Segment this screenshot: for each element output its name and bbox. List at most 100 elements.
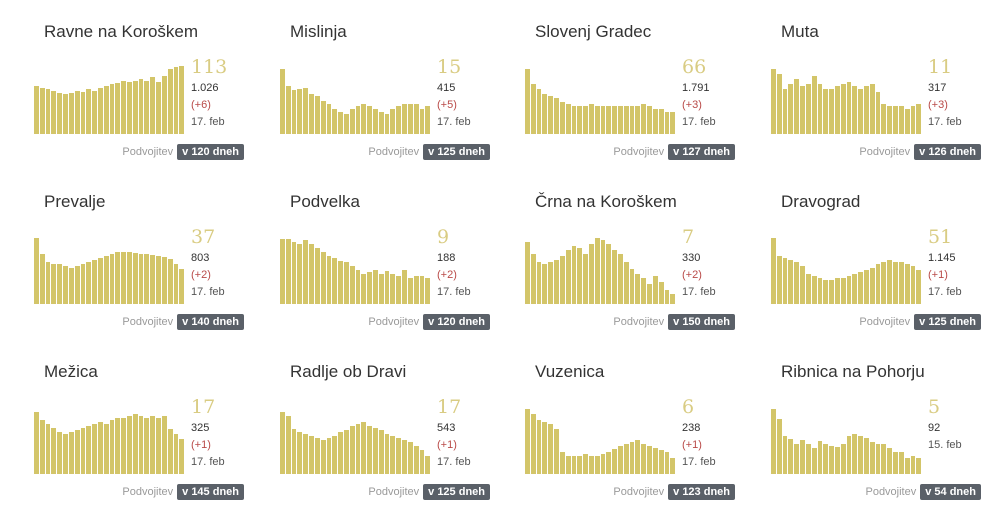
municipality-card[interactable]: Podvelka 9 188 (+2) 17. feb Podvojitev v… [280, 170, 490, 335]
trend-bar [285, 86, 291, 134]
municipality-card[interactable]: Mežica 17 325 (+1) 17. feb Podvojitev v … [34, 340, 244, 505]
municipality-card[interactable]: Dravograd 51 1.145 (+1) 17. feb Podvojit… [771, 170, 981, 335]
trend-bar [635, 106, 641, 134]
trend-bar [588, 456, 594, 474]
stats: 17 543 (+1) 17. feb [437, 398, 497, 468]
doubling-badge: v 125 dneh [423, 484, 490, 500]
trend-bar [898, 106, 904, 134]
trend-bar [530, 84, 536, 134]
trend-bar [829, 89, 834, 134]
trend-bar [407, 442, 413, 474]
update-date: 17. feb [682, 286, 716, 298]
trend-bar [51, 264, 57, 304]
total-cases: 238 [682, 422, 701, 434]
trend-bar [63, 266, 68, 304]
trend-bar [594, 106, 600, 134]
trend-bar [782, 436, 788, 474]
municipality-card[interactable]: Radlje ob Dravi 17 543 (+1) 17. feb Podv… [280, 340, 490, 505]
trend-bar [852, 434, 858, 474]
trend-bar [161, 76, 167, 134]
trend-bar [45, 424, 51, 474]
trend-bar [542, 264, 548, 304]
trend-bar [542, 94, 548, 134]
trend-bar [606, 244, 612, 304]
municipality-title: Podvelka [290, 192, 360, 211]
trend-bar [834, 278, 840, 304]
trend-bar [291, 242, 297, 304]
doubling-badge: v 120 dneh [177, 144, 244, 160]
total-cases: 1.791 [682, 82, 710, 94]
trend-bar [150, 255, 156, 304]
trend-bar [782, 258, 788, 304]
trend-bar [910, 106, 916, 134]
trend-bar [39, 254, 45, 304]
trend-bar [121, 81, 126, 134]
doubling-label: Podvojitev [368, 486, 420, 498]
trend-bar [314, 438, 320, 474]
trend-bar [326, 256, 332, 304]
municipality-card[interactable]: Vuzenica 6 238 (+1) 17. feb Podvojitev v… [525, 340, 735, 505]
trend-bar [893, 106, 898, 134]
trend-bar [664, 112, 670, 134]
trend-bar [309, 94, 314, 134]
trend-bar [74, 266, 80, 304]
update-date: 17. feb [437, 456, 471, 468]
municipality-card[interactable]: Slovenj Gradec 66 1.791 (+3) 17. feb Pod… [525, 0, 735, 165]
municipality-card[interactable]: Črna na Koroškem 7 330 (+2) 17. feb Podv… [525, 170, 735, 335]
municipality-card[interactable]: Ribnica na Pohorju 5 92 15. feb Podvojit… [771, 340, 981, 505]
trend-bars [34, 406, 185, 474]
trend-bar [565, 456, 571, 474]
trend-bar [338, 432, 343, 474]
municipality-card[interactable]: Mislinja 15 415 (+5) 17. feb Podvojitev … [280, 0, 490, 165]
doubling-info: Podvojitev v 150 dneh [613, 314, 735, 330]
trend-bar [658, 450, 664, 474]
trend-bar [150, 416, 156, 474]
trend-bar [623, 262, 629, 304]
trend-bar [618, 446, 623, 474]
trend-bar [396, 438, 402, 474]
total-cases: 1.145 [928, 252, 956, 264]
trend-bar [788, 260, 794, 304]
trend-bar [811, 76, 817, 134]
stats: 6 238 (+1) 17. feb [682, 398, 742, 468]
trend-bar [893, 452, 898, 474]
municipality-card[interactable]: Prevalje 37 803 (+2) 17. feb Podvojitev … [34, 170, 244, 335]
active-cases: 37 [191, 226, 216, 248]
trend-bar [904, 458, 910, 474]
trend-bar [647, 106, 652, 134]
trend-bar [875, 92, 881, 134]
trend-bar [583, 454, 588, 474]
total-cases: 415 [437, 82, 456, 94]
doubling-info: Podvojitev v 125 dneh [368, 144, 490, 160]
stats: 51 1.145 (+1) 17. feb [928, 228, 984, 298]
trend-bar [571, 246, 577, 304]
trend-bar [776, 256, 782, 304]
municipality-card[interactable]: Muta 11 317 (+3) 17. feb Podvojitev v 12… [771, 0, 981, 165]
trend-bar [771, 409, 776, 474]
municipality-card[interactable]: Ravne na Koroškem 113 1.026 (+6) 17. feb… [34, 0, 244, 165]
trend-bar [618, 106, 623, 134]
doubling-badge: v 125 dneh [914, 314, 981, 330]
trend-bar [823, 444, 829, 474]
trend-bar [291, 429, 297, 474]
trend-bar [606, 452, 612, 474]
trend-bar [173, 264, 179, 304]
trend-bar [652, 448, 658, 474]
active-cases: 51 [928, 226, 953, 248]
trend-bar [156, 418, 161, 474]
trend-bar [367, 426, 372, 474]
municipality-title: Slovenj Gradec [535, 22, 652, 41]
trend-bar [577, 248, 583, 304]
trend-bar [173, 434, 179, 474]
doubling-label: Podvojitev [368, 146, 420, 158]
trend-bar [355, 106, 361, 134]
trend-bar [559, 452, 565, 474]
trend-bar [127, 252, 132, 304]
trend-bar [390, 109, 396, 134]
trend-bar [858, 436, 863, 474]
trend-bar [280, 69, 285, 134]
daily-delta: (+3) [682, 99, 702, 111]
trend-bar [664, 452, 670, 474]
trend-bar [373, 428, 378, 474]
